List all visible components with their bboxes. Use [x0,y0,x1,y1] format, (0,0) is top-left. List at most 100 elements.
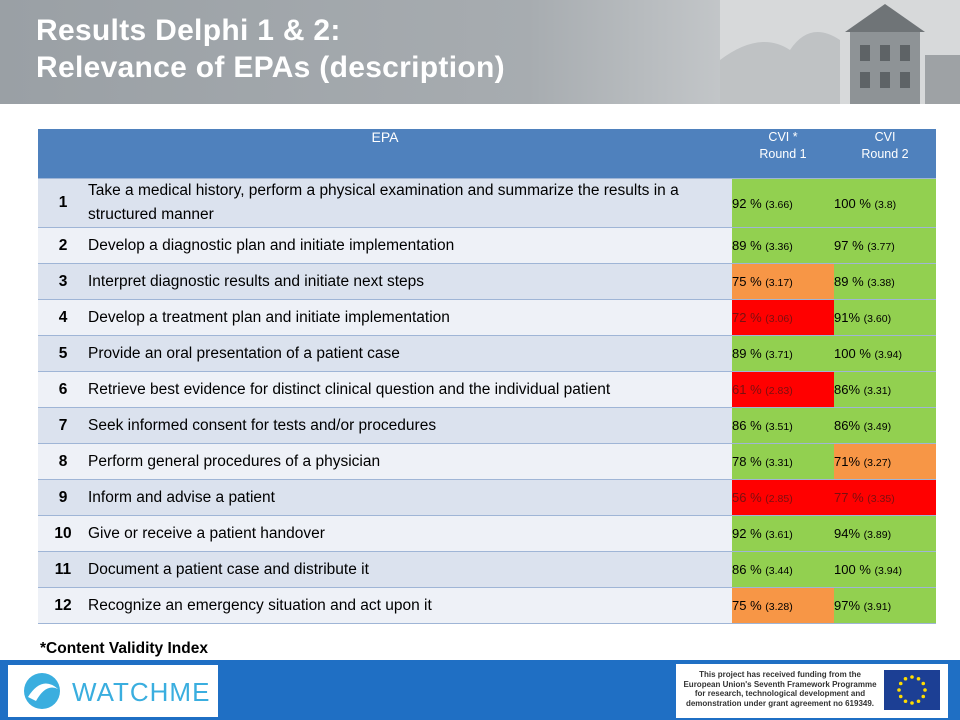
cvi-round1-value: 92 % [732,526,762,541]
cvi-round1-cell: 78 % (3.31) [732,443,835,480]
epa-description: Recognize an emergency situation and act… [88,587,733,624]
eu-flag-icon [884,670,940,710]
cvi-round2-cell: 77 % (3.35) [834,479,937,516]
epa-description: Retrieve best evidence for distinct clin… [88,371,733,408]
col-header-cvi-round1: CVI * Round 1 [732,129,835,179]
cvi-round1-score: (3.28) [765,601,793,613]
eu-star-icon [921,694,926,699]
epa-description: Inform and advise a patient [88,479,733,516]
table-row: 2 Develop a diagnostic plan and initiate … [38,227,937,264]
cvi-round2-score: (3.38) [867,277,895,289]
eu-star-icon [916,699,921,704]
table-row: 8 Perform general procedures of a physici… [38,443,937,480]
eu-star-icon [923,688,927,692]
cvi-round2-score: (3.77) [867,241,895,253]
cvi-round2-value: 100 % [834,195,871,211]
col-r1-line1: CVI * [768,130,798,144]
cvi-round2-cell: 86% (3.49) [834,407,937,444]
cvi-round2-cell: 100 % (3.94) [834,551,937,588]
cvi-round1-cell: 92 % (3.66) [732,178,835,228]
cvi-round2-cell: 94% (3.89) [834,515,937,552]
cvi-round2-value: 86% [834,382,861,397]
watchme-logo: WATCHME [8,665,218,717]
epa-description: Develop a treatment plan and initiate im… [88,299,733,336]
eu-star-icon [916,676,921,681]
epa-number: 7 [38,407,88,444]
cvi-round1-score: (3.51) [765,421,793,433]
cvi-round1-cell: 75 % (3.17) [732,263,835,300]
cvi-round2-cell: 89 % (3.38) [834,263,937,300]
cvi-round2-score: (3.27) [863,457,892,469]
table-row: 12 Recognize an emergency situation and a… [38,587,937,624]
cvi-round2-value: 86% [834,418,861,433]
title-line-1: Results Delphi 1 & 2: [36,14,341,47]
epa-number: 5 [38,335,88,372]
cvi-round1-score: (3.61) [765,529,793,541]
epa-description: Interpret diagnostic results and initiat… [88,263,733,300]
epa-description: Perform general procedures of a physicia… [88,443,733,480]
cvi-round2-cell: 86% (3.31) [834,371,937,408]
cvi-round1-cell: 56 % (2.85) [732,479,835,516]
cvi-round2-score: (3.89) [863,529,892,541]
cvi-round1-cell: 89 % (3.71) [732,335,835,372]
eu-star-icon [921,681,926,686]
cvi-round2-cell: 100 % (3.94) [834,335,937,372]
eu-star-icon [910,675,914,679]
epa-number: 2 [38,227,88,264]
cvi-round2-value: 97% [834,598,861,613]
page-title: Results Delphi 1 & 2: Relevance of EPAs … [36,12,505,86]
cvi-round1-score: (3.06) [765,313,793,325]
cvi-round2-cell: 91% (3.60) [834,299,937,336]
cvi-round1-score: (2.83) [765,385,793,397]
epa-number: 1 [38,178,88,228]
title-banner: Results Delphi 1 & 2: Relevance of EPAs … [0,0,960,104]
cvi-round2-value: 94% [834,526,861,541]
cvi-round2-value: 91% [834,310,861,325]
cvi-round1-cell: 61 % (2.83) [732,371,835,408]
epa-number: 6 [38,371,88,408]
cvi-round1-cell: 86 % (3.44) [732,551,835,588]
eu-star-icon [910,701,914,705]
table-row: 11 Document a patient case and distribute… [38,551,937,588]
epa-description: Provide an oral presentation of a patien… [88,335,733,372]
eu-star-icon [898,681,903,686]
watchme-logo-text: WATCHME [72,677,211,707]
cvi-round2-score: (3.94) [874,349,902,361]
epa-number: 9 [38,479,88,516]
epa-table: EPA CVI * Round 1 CVI Round 2 1 Take a me… [38,129,937,624]
table-row: 7 Seek informed consent for tests and/or … [38,407,937,444]
cvi-round1-value: 61 % [732,382,762,397]
table-row: 9 Inform and advise a patient 56 % (2.85) 7… [38,479,937,516]
cvi-round2-score: (3.94) [874,565,902,577]
cvi-round2-value: 77 % [834,490,864,505]
cvi-round1-score: (3.66) [765,198,793,211]
cvi-round1-score: (2.85) [765,493,793,505]
cvi-round2-score: (3.35) [867,493,895,505]
cvi-round1-value: 56 % [732,490,762,505]
epa-description: Give or receive a patient handover [88,515,733,552]
title-line-2: Relevance of EPAs (description) [36,51,505,84]
epa-description: Develop a diagnostic plan and initiate i… [88,227,733,264]
epa-number: 10 [38,515,88,552]
table-row: 5 Provide an oral presentation of a patie… [38,335,937,372]
cvi-round1-value: 86 % [732,418,762,433]
cvi-round1-value: 75 % [732,274,762,289]
footer-bar: WATCHME This project has received fundin… [0,660,960,720]
eu-funding-text: This project has received funding from t… [683,670,877,708]
building-image [720,0,960,104]
epa-number: 12 [38,587,88,624]
cvi-round1-value: 89 % [732,346,762,361]
eu-funding-notice: This project has received funding from t… [676,664,948,718]
cvi-round1-value: 92 % [732,195,762,211]
table-row: 4 Develop a treatment plan and initiate i… [38,299,937,336]
epa-number: 3 [38,263,88,300]
table-body: 1 Take a medical history, perform a physi… [38,178,937,624]
col-r2-line1: CVI [874,130,896,144]
table-header-row: EPA CVI * Round 1 CVI Round 2 [38,129,937,179]
cvi-round2-cell: 100 % (3.8) [834,178,937,228]
epa-number: 8 [38,443,88,480]
cvi-round2-value: 100 % [834,346,871,361]
cvi-round1-score: (3.44) [765,565,793,577]
cvi-round1-value: 78 % [732,454,762,469]
table-row: 1 Take a medical history, perform a physi… [38,178,937,228]
